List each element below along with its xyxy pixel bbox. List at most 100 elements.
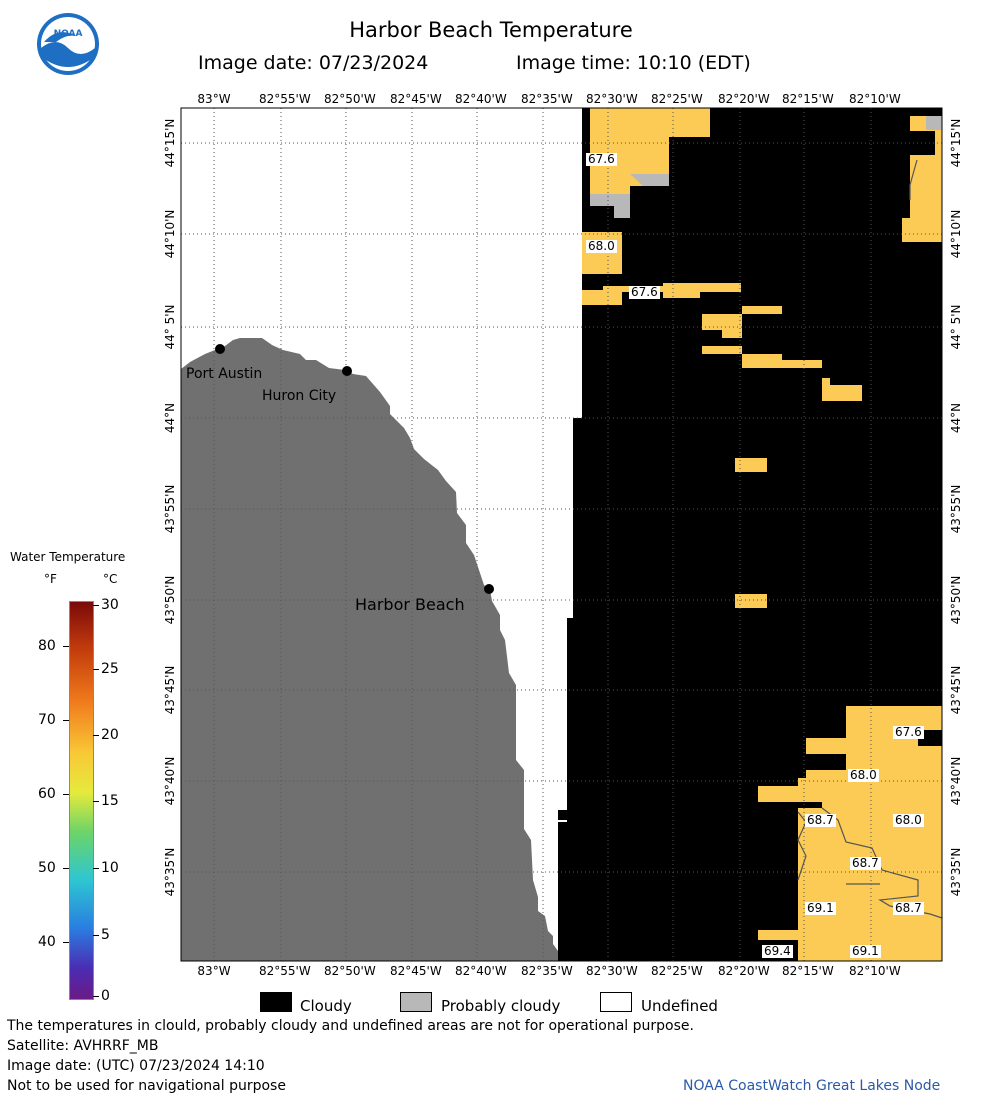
key-undefined-label: Undefined (641, 997, 718, 1015)
city-dot-huron-city (342, 366, 352, 376)
lat-label: 43°50'N (949, 575, 963, 625)
water-patch (735, 594, 767, 608)
water-patch (582, 232, 622, 274)
footer-disclaimer: The temperatures in clould, probably clo… (7, 1018, 694, 1034)
lat-label: 43°45'N (949, 665, 963, 715)
prob-cloud-patch (630, 174, 669, 186)
footer-utc-date: Image date: (UTC) 07/23/2024 14:10 (7, 1058, 265, 1074)
colorbar-c-tickmark (93, 605, 99, 606)
footer-nav-warning: Not to be used for navigational purpose (7, 1078, 286, 1094)
lon-label: 82°55'W (259, 964, 311, 978)
temperature-label: 69.1 (805, 901, 836, 915)
place-label-harbor-beach: Harbor Beach (355, 595, 465, 614)
lon-label: 82°40'W (455, 92, 507, 106)
colorbar-c-tickmark (93, 801, 99, 802)
lon-label: 82°30'W (586, 92, 638, 106)
water-patch (582, 283, 741, 305)
lat-label: 44°10'N (163, 209, 177, 259)
lat-label: 43°35'N (163, 847, 177, 897)
colorbar-c-tick: 15 (101, 793, 119, 809)
isotherm (797, 811, 807, 881)
colorbar-gradient (69, 601, 94, 1000)
lon-label: 82°55'W (259, 92, 311, 106)
colorbar-unit-f: °F (44, 572, 57, 586)
lon-label: 83°W (197, 964, 231, 978)
water-patch (742, 306, 782, 314)
place-label-port-austin: Port Austin (186, 366, 263, 382)
image-date: Image date: 07/23/2024 (198, 52, 429, 74)
lat-label: 44°15'N (163, 118, 177, 168)
colorbar-c-tickmark (93, 935, 99, 936)
cloud-area (558, 810, 570, 820)
water-patch (902, 116, 942, 242)
lon-label: 82°25'W (651, 964, 703, 978)
lat-label: 43°55'N (163, 484, 177, 534)
lon-label: 82°35'W (521, 92, 573, 106)
temperature-label: 68.7 (805, 813, 836, 827)
lat-label: 43°50'N (163, 575, 177, 625)
key-cloudy-swatch (260, 992, 292, 1012)
noaa-logo-text: NOAA (54, 29, 83, 39)
temperature-label: 69.1 (850, 944, 881, 958)
lat-label: 43°35'N (949, 847, 963, 897)
colorbar-c-tick: 10 (101, 860, 119, 876)
prob-cloud-patch (590, 194, 630, 218)
colorbar-c-tick: 30 (101, 597, 119, 613)
colorbar-c-tickmark (93, 735, 99, 736)
map-title: Harbor Beach Temperature (349, 18, 633, 42)
colorbar-f-tick: 70 (38, 712, 56, 728)
lon-label: 82°50'W (324, 92, 376, 106)
place-label-huron-city: Huron City (262, 388, 337, 404)
water-patch (822, 378, 862, 401)
key-undefined-swatch (600, 992, 632, 1012)
temperature-label: 68.0 (586, 239, 617, 253)
water-patch (735, 458, 767, 472)
temperature-label: 68.7 (850, 856, 881, 870)
land-thumb-peninsula (181, 338, 558, 961)
lat-label: 43°40'N (949, 756, 963, 806)
colorbar-f-tickmark (63, 720, 69, 721)
prob-cloud-patch (926, 116, 942, 130)
water-warm-group (582, 108, 942, 961)
lat-label: 43°45'N (163, 665, 177, 715)
water-patch (590, 108, 710, 194)
map-border (180, 107, 943, 962)
temperature-label: 68.0 (893, 813, 924, 827)
colorbar-c-tickmark (93, 669, 99, 670)
key-cloudy-label: Cloudy (300, 997, 352, 1015)
footer-satellite: Satellite: AVHRRF_MB (7, 1038, 159, 1054)
lon-label: 83°W (197, 92, 231, 106)
lon-label: 82°35'W (521, 964, 573, 978)
lat-label: 44°10'N (949, 209, 963, 259)
prob-cloud-group (590, 116, 942, 218)
key-prob-cloudy-label: Probably cloudy (441, 997, 561, 1015)
lon-label: 82°20'W (718, 92, 770, 106)
lat-label: 43°40'N (163, 756, 177, 806)
key-prob-cloudy-swatch (400, 992, 432, 1012)
colorbar-c-tick: 5 (101, 927, 110, 943)
colorbar-c-tick: 0 (101, 988, 110, 1004)
lat-label: 43°55'N (949, 484, 963, 534)
colorbar-c-tickmark (93, 996, 99, 997)
water-patch (758, 930, 798, 940)
isotherm (909, 159, 918, 200)
lon-label: 82°10'W (849, 92, 901, 106)
lon-label: 82°50'W (324, 964, 376, 978)
colorbar-f-tick: 50 (38, 860, 56, 876)
lon-label: 82°40'W (455, 964, 507, 978)
colorbar-c-tick: 20 (101, 727, 119, 743)
lat-label: 44°N (163, 402, 177, 434)
city-dot-harbor-beach (484, 584, 494, 594)
temperature-label: 69.4 (762, 944, 793, 958)
colorbar-f-tickmark (63, 868, 69, 869)
lon-label: 82°15'W (782, 964, 834, 978)
lon-label: 82°15'W (782, 92, 834, 106)
lon-label: 82°10'W (849, 964, 901, 978)
water-patch (722, 330, 742, 338)
graticule (181, 108, 942, 961)
lon-label: 82°30'W (586, 964, 638, 978)
colorbar-f-tickmark (63, 942, 69, 943)
colorbar-f-tick: 40 (38, 934, 56, 950)
temperature-label: 68.7 (893, 901, 924, 915)
